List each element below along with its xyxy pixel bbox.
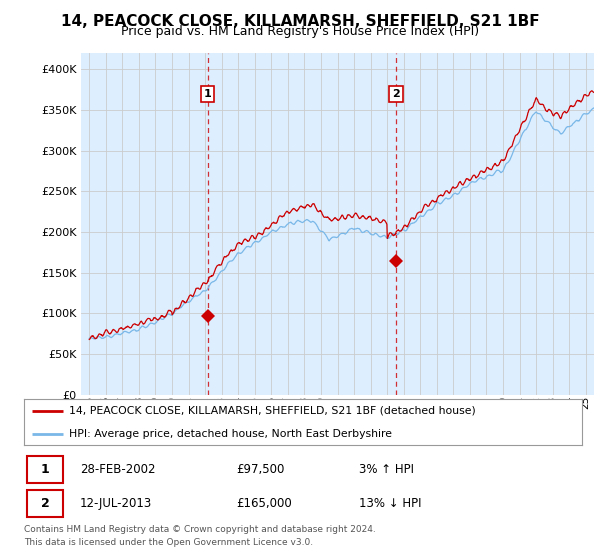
- Text: HPI: Average price, detached house, North East Derbyshire: HPI: Average price, detached house, Nort…: [68, 429, 392, 438]
- FancyBboxPatch shape: [27, 456, 63, 483]
- Text: Price paid vs. HM Land Registry's House Price Index (HPI): Price paid vs. HM Land Registry's House …: [121, 25, 479, 38]
- Text: 14, PEACOCK CLOSE, KILLAMARSH, SHEFFIELD, S21 1BF (detached house): 14, PEACOCK CLOSE, KILLAMARSH, SHEFFIELD…: [68, 406, 475, 416]
- Text: £165,000: £165,000: [236, 497, 292, 510]
- FancyBboxPatch shape: [27, 491, 63, 517]
- Text: 28-FEB-2002: 28-FEB-2002: [80, 463, 155, 476]
- Text: 2: 2: [392, 89, 400, 99]
- Text: 1: 1: [41, 463, 49, 476]
- Text: £97,500: £97,500: [236, 463, 284, 476]
- Text: Contains HM Land Registry data © Crown copyright and database right 2024.
This d: Contains HM Land Registry data © Crown c…: [24, 525, 376, 547]
- Text: 13% ↓ HPI: 13% ↓ HPI: [359, 497, 421, 510]
- Text: 14, PEACOCK CLOSE, KILLAMARSH, SHEFFIELD, S21 1BF: 14, PEACOCK CLOSE, KILLAMARSH, SHEFFIELD…: [61, 14, 539, 29]
- Text: 2: 2: [41, 497, 49, 510]
- Text: 1: 1: [204, 89, 211, 99]
- Text: 3% ↑ HPI: 3% ↑ HPI: [359, 463, 414, 476]
- Text: 12-JUL-2013: 12-JUL-2013: [80, 497, 152, 510]
